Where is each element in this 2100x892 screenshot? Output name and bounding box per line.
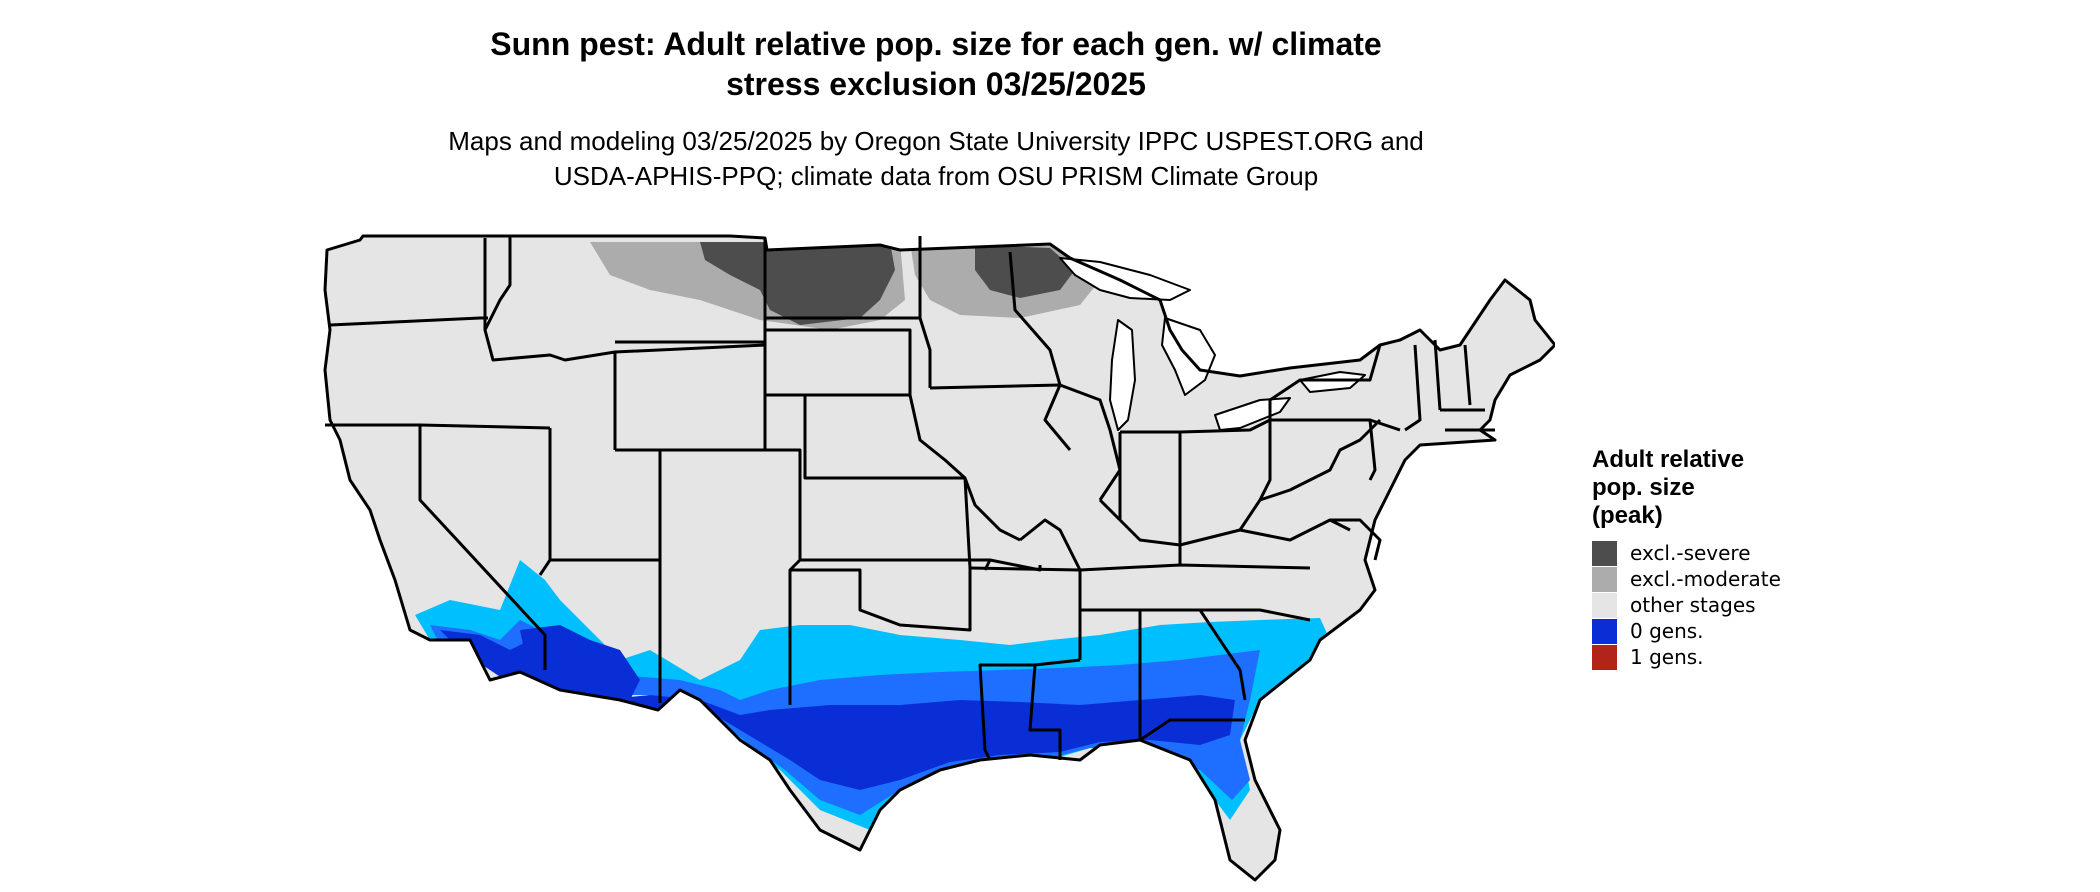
legend-swatch [1592, 592, 1617, 618]
legend-item-1-gens: 1 gens. [1592, 644, 1781, 670]
map-subtitle: Maps and modeling 03/25/2025 by Oregon S… [0, 124, 1872, 194]
legend-title-line-3: (peak) [1592, 502, 1663, 529]
legend-item-excl-moderate: excl.-moderate [1592, 566, 1781, 592]
legend-swatch [1592, 618, 1617, 644]
excl-severe-zone-minnesota [975, 245, 1075, 298]
legend-item-excl-severe: excl.-severe [1592, 540, 1781, 566]
legend-item-0-gens: 0 gens. [1592, 618, 1781, 644]
legend-swatch [1592, 540, 1617, 566]
legend-item-other-stages: other stages [1592, 592, 1781, 618]
legend-label: 0 gens. [1630, 619, 1704, 643]
us-map [323, 234, 1555, 882]
map-title: Sunn pest: Adult relative pop. size for … [0, 24, 1872, 104]
gen-zone-dark-blue [440, 630, 1235, 790]
legend-title-line-2: pop. size [1592, 474, 1695, 501]
legend-label: excl.-severe [1630, 541, 1751, 565]
legend-label: other stages [1630, 593, 1756, 617]
legend-swatch [1592, 566, 1617, 592]
legend-title-line-1: Adult relative [1592, 446, 1745, 473]
subtitle-line-2: USDA-APHIS-PPQ; climate data from OSU PR… [553, 161, 1319, 191]
lake-michigan [1110, 320, 1135, 430]
legend: Adult relative pop. size (peak) excl.-se… [1592, 446, 1781, 670]
state-borders [323, 234, 1555, 882]
title-line-1: Sunn pest: Adult relative pop. size for … [490, 26, 1382, 62]
legend-swatch [1592, 644, 1617, 670]
excl-severe-zone-north-dakota [700, 242, 895, 325]
subtitle-line-1: Maps and modeling 03/25/2025 by Oregon S… [448, 126, 1424, 156]
legend-title: Adult relative pop. size (peak) [1592, 446, 1781, 530]
legend-label: 1 gens. [1630, 645, 1704, 669]
us-land [325, 236, 1555, 880]
legend-label: excl.-moderate [1630, 567, 1781, 591]
title-line-2: stress exclusion 03/25/2025 [726, 66, 1146, 102]
